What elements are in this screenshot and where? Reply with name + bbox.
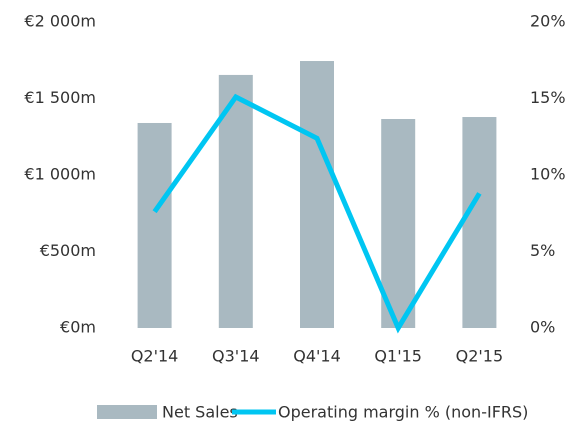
y-tick-label: €1 000m xyxy=(24,165,96,184)
legend-swatch xyxy=(97,405,157,419)
bar xyxy=(462,117,497,328)
y2-tick-label: 5% xyxy=(530,241,555,260)
bar xyxy=(137,122,172,328)
y2-tick-label: 0% xyxy=(530,318,555,337)
legend-label: Net Sales xyxy=(162,403,238,422)
x-tick-label: Q2'15 xyxy=(456,347,504,366)
x-tick-label: Q2'14 xyxy=(131,347,179,366)
bar xyxy=(300,61,334,328)
x-tick-label: Q4'14 xyxy=(293,347,341,366)
y2-tick-label: 15% xyxy=(530,88,566,107)
bar xyxy=(381,119,416,328)
y2-tick-label: 10% xyxy=(530,165,566,184)
x-tick-label: Q3'14 xyxy=(212,347,260,366)
legend-label: Operating margin % (non-IFRS) xyxy=(278,403,528,422)
y2-tick-label: 20% xyxy=(530,12,566,31)
y-tick-label: €0m xyxy=(60,318,96,337)
x-tick-label: Q1'15 xyxy=(374,347,422,366)
y-tick-label: €2 000m xyxy=(24,12,96,31)
line xyxy=(152,93,482,334)
y-tick-label: €1 500m xyxy=(24,88,96,107)
y-tick-label: €500m xyxy=(40,241,96,260)
